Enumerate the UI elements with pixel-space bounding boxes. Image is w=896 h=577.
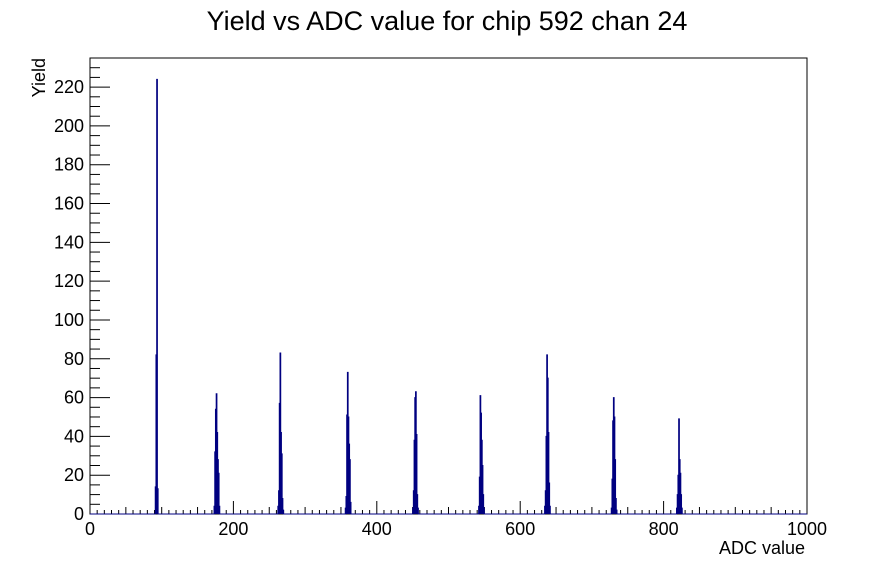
y-tick-label: 140 [54,232,84,252]
x-tick-label: 200 [218,519,248,539]
y-tick-label: 120 [54,271,84,291]
y-axis-label: Yield [29,58,49,97]
y-tick-label: 200 [54,116,84,136]
x-tick-label: 1000 [787,519,827,539]
y-tick-label: 100 [54,310,84,330]
plot-frame [89,57,808,515]
x-tick-label: 0 [85,519,95,539]
y-tick-label: 60 [64,388,84,408]
y-tick-label: 20 [64,465,84,485]
x-tick-label: 600 [505,519,535,539]
y-tick-label: 180 [54,155,84,175]
y-tick-label: 0 [74,504,84,524]
y-tick-label: 160 [54,194,84,214]
chart-title: Yield vs ADC value for chip 592 chan 24 [207,6,688,36]
y-tick-label: 40 [64,426,84,446]
y-tick-label: 80 [64,349,84,369]
histogram-line [90,78,807,515]
x-tick-label: 800 [649,519,679,539]
x-axis-label: ADC value [719,538,805,558]
x-tick-label: 400 [362,519,392,539]
y-tick-label: 220 [54,77,84,97]
